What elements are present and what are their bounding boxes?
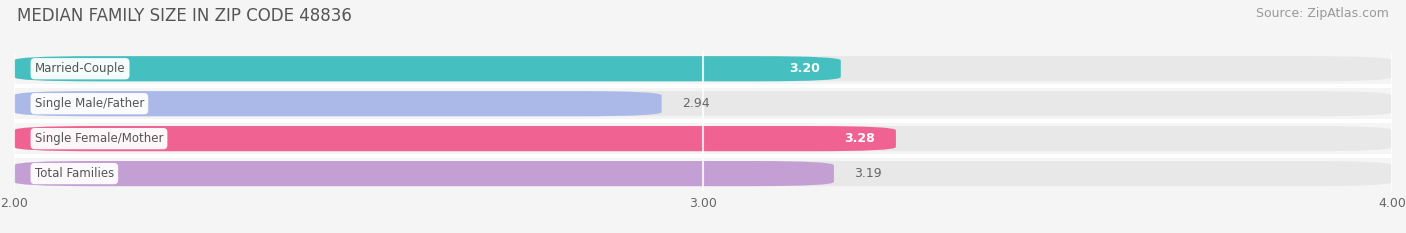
Text: Source: ZipAtlas.com: Source: ZipAtlas.com bbox=[1256, 7, 1389, 20]
Text: 3.19: 3.19 bbox=[855, 167, 882, 180]
FancyBboxPatch shape bbox=[14, 126, 896, 151]
Text: 3.20: 3.20 bbox=[789, 62, 820, 75]
FancyBboxPatch shape bbox=[14, 56, 1392, 81]
Text: MEDIAN FAMILY SIZE IN ZIP CODE 48836: MEDIAN FAMILY SIZE IN ZIP CODE 48836 bbox=[17, 7, 352, 25]
FancyBboxPatch shape bbox=[14, 56, 841, 81]
Text: Married-Couple: Married-Couple bbox=[35, 62, 125, 75]
Text: 3.28: 3.28 bbox=[845, 132, 876, 145]
Text: 2.94: 2.94 bbox=[682, 97, 710, 110]
Text: Single Male/Father: Single Male/Father bbox=[35, 97, 143, 110]
FancyBboxPatch shape bbox=[14, 161, 1392, 186]
FancyBboxPatch shape bbox=[14, 161, 834, 186]
Text: Single Female/Mother: Single Female/Mother bbox=[35, 132, 163, 145]
FancyBboxPatch shape bbox=[14, 126, 1392, 151]
Text: Total Families: Total Families bbox=[35, 167, 114, 180]
FancyBboxPatch shape bbox=[14, 91, 662, 116]
FancyBboxPatch shape bbox=[14, 91, 1392, 116]
